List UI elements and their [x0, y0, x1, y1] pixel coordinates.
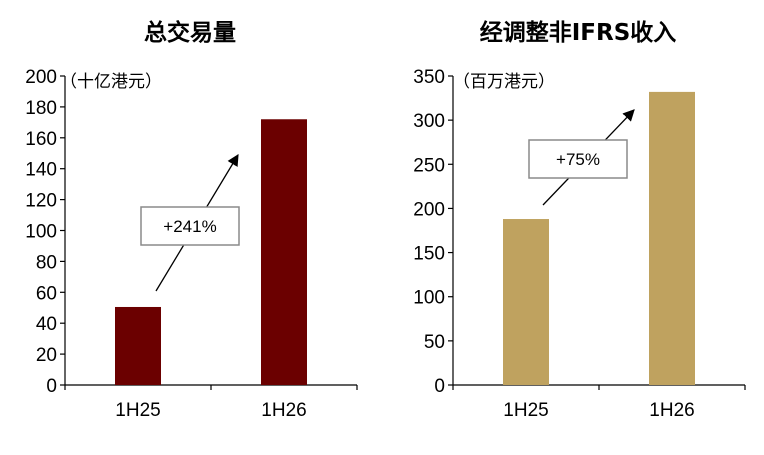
right-y-tick-label: 250 — [413, 155, 445, 176]
left-bar-1H25 — [115, 307, 161, 385]
right-bars — [503, 92, 695, 385]
left-growth-label: +241% — [163, 217, 216, 236]
left-x-axis-labels: 1H25 1H26 — [115, 400, 306, 421]
right-bar-1H25 — [503, 219, 549, 385]
left-y-tick-label: 120 — [25, 191, 57, 212]
left-y-tick-label: 80 — [36, 252, 57, 273]
left-chart-unit-label: （十亿港元） — [60, 72, 162, 92]
left-bar-1H26 — [261, 119, 307, 385]
left-y-tick-label: 100 — [25, 222, 57, 243]
left-y-tick-label: 0 — [46, 376, 57, 397]
right-y-axis: 0 50 100 150 200 250 300 350 — [413, 67, 745, 397]
left-y-tick-label: 140 — [25, 160, 57, 181]
right-x-axis-labels: 1H25 1H26 — [503, 400, 694, 421]
left-x-tick-label: 1H25 — [115, 400, 160, 421]
left-y-tick-label: 180 — [25, 98, 57, 119]
right-chart-title: 经调整非IFRS收入 — [480, 19, 677, 46]
right-x-tick-label: 1H25 — [503, 400, 548, 421]
right-y-tick-label: 200 — [413, 199, 445, 220]
right-chart-unit-label: （百万港元） — [453, 72, 555, 92]
right-y-tick-label: 0 — [434, 376, 445, 397]
right-x-tick-label: 1H26 — [649, 400, 694, 421]
right-y-tick-label: 350 — [413, 67, 445, 88]
left-y-tick-label: 200 — [25, 67, 57, 88]
right-y-tick-label: 150 — [413, 244, 445, 265]
left-chart-title: 总交易量 — [144, 19, 236, 46]
right-y-tick-label: 100 — [413, 288, 445, 309]
left-y-tick-label: 20 — [36, 345, 57, 366]
right-y-tick-label: 50 — [424, 332, 445, 353]
left-bars — [115, 119, 307, 385]
right-bar-1H26 — [649, 92, 695, 385]
left-y-tick-label: 40 — [36, 314, 57, 335]
left-chart: 总交易量 （十亿港元） 020406080100120140160180200 … — [25, 19, 357, 421]
left-y-tick-label: 160 — [25, 129, 57, 150]
left-x-tick-label: 1H26 — [261, 400, 306, 421]
right-chart: 经调整非IFRS收入 （百万港元） 050100150200250300350 … — [413, 19, 745, 421]
right-y-tick-label: 300 — [413, 111, 445, 132]
left-y-tick-label: 60 — [36, 283, 57, 304]
right-growth-label: +75% — [556, 150, 600, 169]
